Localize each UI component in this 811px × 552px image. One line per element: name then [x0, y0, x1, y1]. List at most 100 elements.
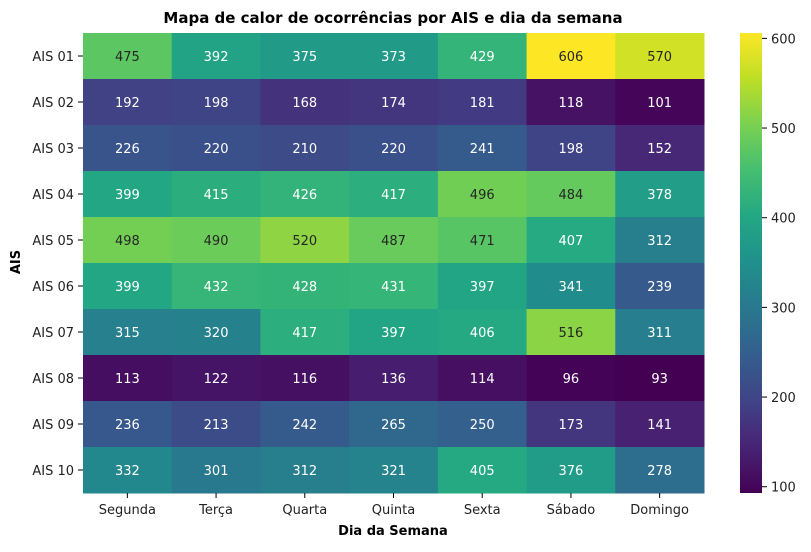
cell-value-label: 399	[115, 280, 140, 295]
cell-value-label: 475	[115, 50, 140, 65]
y-axis-title: AIS	[9, 250, 24, 274]
cell-value-label: 239	[647, 280, 672, 295]
heatmap-cell	[615, 125, 705, 172]
heatmap-cell	[349, 171, 439, 218]
cell-value-label: 198	[559, 142, 584, 157]
cell-value-label: 242	[292, 418, 317, 433]
colorbar-tick-label: 300	[771, 301, 796, 316]
heatmap-cell	[171, 447, 261, 494]
cell-value-label: 415	[204, 188, 229, 203]
cell-value-label: 152	[647, 142, 672, 157]
y-tick-labels: AIS 01 AIS 02 AIS 03 AIS 04 AIS 05 AIS 06 AIS …	[32, 50, 83, 479]
heatmap-cell	[260, 355, 350, 402]
cell-value-label: 213	[204, 418, 229, 433]
heatmap-cell	[526, 125, 616, 172]
cell-value-label: 220	[204, 142, 229, 157]
heatmap-cell	[260, 171, 350, 218]
x-tick-label: Sábado	[547, 503, 596, 518]
x-tick-label: Domingo	[630, 503, 689, 518]
cell-value-label: 570	[647, 50, 672, 65]
heatmap-cell	[437, 125, 528, 172]
cell-value-label: 168	[292, 96, 317, 111]
cell-value-label: 93	[651, 372, 668, 387]
heatmap-cell	[615, 447, 705, 494]
heatmap-cell	[83, 125, 173, 172]
heatmap-cell	[349, 263, 439, 310]
heatmap-cell	[260, 79, 350, 126]
chart-title: Mapa de calor de ocorrências por AIS e d…	[163, 9, 622, 27]
heatmap-cell	[83, 355, 173, 402]
heatmap-cell	[171, 171, 261, 218]
x-tick-labels: Segunda Terça Quarta Quinta Sexta Sábado Domin…	[99, 493, 689, 518]
cell-value-label: 250	[470, 418, 495, 433]
heatmap-cell	[349, 79, 439, 126]
y-tick-label: AIS 05	[32, 234, 74, 249]
heatmap-cell	[83, 217, 173, 264]
cell-value-label: 321	[381, 464, 406, 479]
cell-value-label: 315	[115, 326, 140, 341]
heatmap-cells: 475 392 375 373 429 606 570 192 198 168 174 181 118 1…	[83, 33, 705, 494]
heatmap-cell	[83, 309, 173, 356]
heatmap-cell	[260, 263, 350, 310]
heatmap-cell	[349, 447, 439, 494]
y-tick-label: AIS 01	[32, 50, 74, 65]
cell-value-label: 490	[204, 234, 229, 249]
cell-value-label: 278	[647, 464, 672, 479]
y-tick-label: AIS 09	[32, 418, 74, 433]
heatmap-cell	[615, 355, 705, 402]
heatmap-cell	[171, 79, 261, 126]
cell-value-label: 220	[381, 142, 406, 157]
cell-value-label: 136	[381, 372, 406, 387]
cell-value-label: 141	[647, 418, 672, 433]
heatmap-cell	[615, 79, 705, 126]
cell-value-label: 406	[470, 326, 495, 341]
colorbar-tick-label: 600	[771, 32, 796, 47]
heatmap-cell	[526, 401, 616, 448]
heatmap-cell	[526, 79, 616, 126]
cell-value-label: 498	[115, 234, 140, 249]
cell-value-label: 192	[115, 96, 140, 111]
cell-value-label: 471	[470, 234, 495, 249]
cell-value-label: 606	[559, 50, 584, 65]
cell-value-label: 429	[470, 50, 495, 65]
heatmap-cell	[437, 33, 528, 80]
cell-value-label: 320	[204, 326, 229, 341]
heatmap-cell	[349, 309, 439, 356]
y-tick-label: AIS 08	[32, 372, 74, 387]
heatmap-cell	[260, 309, 350, 356]
y-tick-label: AIS 02	[32, 96, 74, 111]
y-tick-label: AIS 10	[32, 464, 74, 479]
cell-value-label: 311	[647, 326, 672, 341]
cell-value-label: 210	[292, 142, 317, 157]
heatmap-cell	[83, 33, 173, 80]
cell-value-label: 376	[559, 464, 584, 479]
heatmap-cell	[526, 309, 616, 356]
cell-value-label: 113	[115, 372, 140, 387]
cell-value-label: 432	[204, 280, 229, 295]
heatmap-cell	[526, 263, 616, 310]
heatmap-cell	[349, 355, 439, 402]
x-tick-label: Quinta	[372, 503, 415, 518]
y-tick-label: AIS 06	[32, 280, 74, 295]
heatmap-cell	[526, 355, 616, 402]
heatmap-cell	[171, 33, 261, 80]
heatmap-cell	[615, 33, 705, 80]
heatmap-cell	[260, 217, 350, 264]
heatmap-cell	[171, 309, 261, 356]
cell-value-label: 265	[381, 418, 406, 433]
cell-value-label: 516	[559, 326, 584, 341]
x-tick-label: Quarta	[282, 503, 327, 518]
heatmap-cell	[526, 171, 616, 218]
heatmap-cell	[615, 171, 705, 218]
x-tick-label: Sexta	[464, 503, 501, 518]
heatmap-cell	[171, 355, 261, 402]
cell-value-label: 241	[470, 142, 495, 157]
colorbar-ticks: 100 200 300 400 500 600	[762, 32, 796, 496]
cell-value-label: 375	[292, 50, 317, 65]
heatmap-cell	[437, 263, 528, 310]
heatmap-cell	[171, 125, 261, 172]
heatmap-cell	[437, 171, 528, 218]
cell-value-label: 373	[381, 50, 406, 65]
